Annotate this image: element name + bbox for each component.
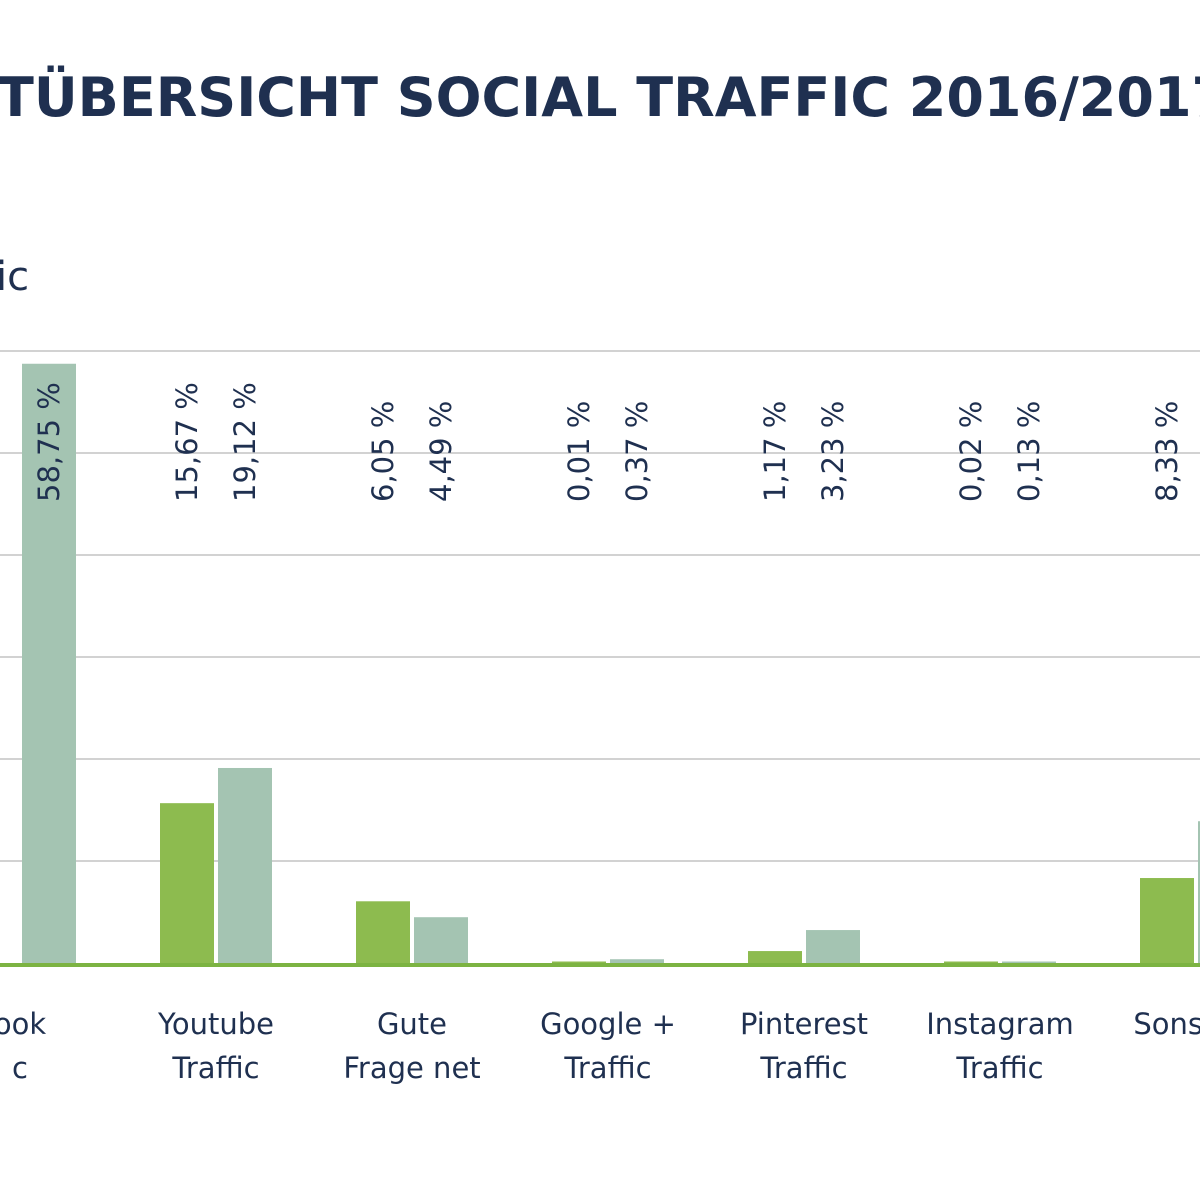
bar	[356, 901, 410, 963]
data-label: 4,49 %	[424, 401, 458, 502]
value-labels: 58,75 % 15,67 % 19,12 % 6,05 % 4,49 % 0,01 % 0…	[32, 382, 1184, 502]
data-label: 3,23 %	[816, 401, 850, 502]
data-label: 15,67 %	[170, 382, 204, 502]
data-label: 8,33 %	[1150, 401, 1184, 502]
category-label: ook	[0, 1007, 46, 1041]
bars	[22, 363, 1200, 963]
bar	[806, 930, 860, 963]
category-label: Traffic	[759, 1051, 847, 1085]
category-label: Frage net	[343, 1051, 480, 1085]
chart-title: TÜBERSICHT SOCIAL TRAFFIC 2016/2017	[0, 66, 1200, 129]
bar	[1140, 878, 1194, 963]
data-label: 0,37 %	[620, 401, 654, 502]
bar	[1198, 821, 1200, 963]
category-label: Sonstige	[1133, 1007, 1200, 1041]
bar	[1002, 961, 1056, 963]
bar	[944, 961, 998, 963]
category-label: Traffic	[955, 1051, 1043, 1085]
category-label: Instagram	[926, 1007, 1074, 1041]
data-label: 58,75 %	[32, 382, 66, 502]
category-label: c	[12, 1051, 28, 1085]
bar	[552, 961, 606, 963]
data-label: 0,13 %	[1012, 401, 1046, 502]
category-label: Pinterest	[740, 1007, 868, 1041]
bar	[22, 363, 76, 963]
data-label: 19,12 %	[228, 382, 262, 502]
category-label: Traffic	[563, 1051, 651, 1085]
gridlines	[0, 350, 1200, 862]
data-label: 0,01 %	[562, 401, 596, 502]
category-label: Youtube	[157, 1007, 274, 1041]
chart-subtitle: ic	[0, 254, 29, 300]
bar	[610, 959, 664, 963]
bar	[160, 803, 214, 963]
data-label: 6,05 %	[366, 401, 400, 502]
category-label: Traffic	[171, 1051, 259, 1085]
data-label: 1,17 %	[758, 401, 792, 502]
category-label: Google +	[540, 1007, 676, 1041]
category-label: Gute	[377, 1007, 447, 1041]
category-labels: ook c Youtube Traffic Gute Frage net Google + T…	[0, 1007, 1200, 1085]
bar	[414, 917, 468, 963]
bar	[218, 767, 272, 963]
bar	[748, 951, 802, 963]
data-label: 0,02 %	[954, 401, 988, 502]
